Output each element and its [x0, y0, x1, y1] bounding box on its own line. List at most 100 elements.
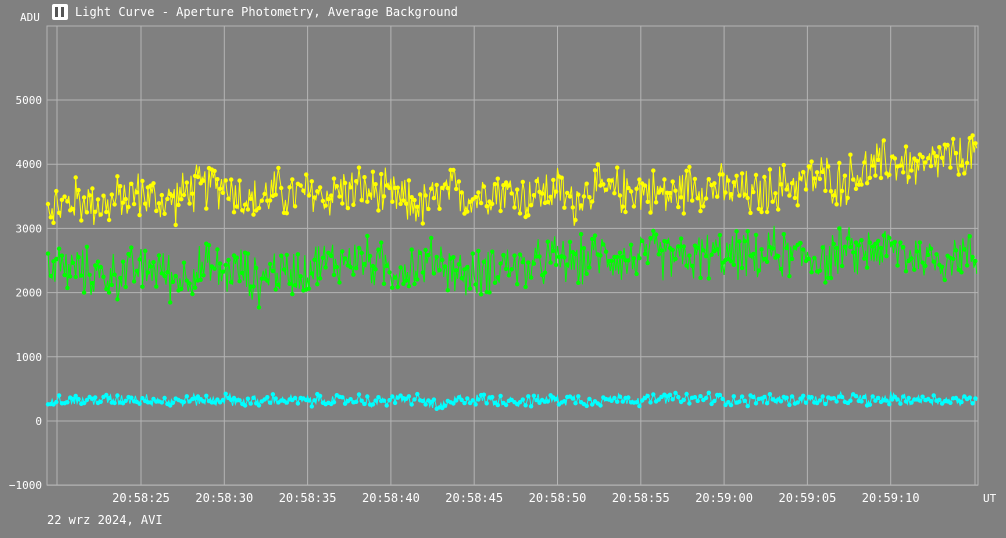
data-point	[642, 251, 648, 257]
data-point	[959, 399, 964, 405]
data-point	[609, 178, 614, 183]
data-point	[503, 266, 509, 272]
data-point	[309, 179, 314, 184]
data-point	[623, 209, 628, 215]
data-point	[148, 400, 153, 405]
data-point	[898, 401, 903, 406]
data-point	[590, 199, 595, 204]
data-point	[367, 253, 373, 259]
data-point	[423, 402, 428, 407]
data-point	[251, 212, 256, 217]
data-point	[820, 169, 825, 175]
data-point	[709, 252, 714, 257]
data-point	[509, 267, 514, 272]
data-point	[381, 281, 387, 286]
data-point	[351, 202, 356, 207]
data-point	[484, 401, 489, 406]
data-point	[392, 400, 398, 406]
light-curve-app-icon[interactable]	[52, 4, 68, 20]
data-point	[590, 236, 595, 242]
data-point	[434, 254, 439, 260]
data-point	[112, 202, 117, 207]
data-point	[753, 172, 759, 178]
data-point	[506, 273, 512, 278]
data-point	[242, 403, 248, 408]
data-point	[876, 395, 881, 401]
data-point	[212, 400, 217, 405]
data-point	[659, 248, 664, 253]
data-point	[245, 207, 251, 212]
data-point	[462, 400, 467, 406]
data-point	[192, 285, 198, 290]
data-point	[337, 194, 342, 199]
data-point	[789, 181, 795, 186]
data-point	[342, 401, 348, 406]
data-point	[631, 204, 637, 209]
data-point	[923, 263, 928, 269]
data-point	[667, 190, 673, 196]
data-point	[445, 185, 450, 191]
data-point	[223, 262, 228, 268]
data-point	[759, 247, 764, 252]
data-point	[781, 232, 786, 237]
data-point	[65, 285, 70, 291]
data-point	[901, 244, 906, 250]
data-point	[320, 198, 326, 204]
data-point	[323, 265, 328, 270]
data-point	[884, 398, 889, 403]
data-point	[939, 264, 945, 269]
data-point	[181, 399, 187, 405]
data-point	[184, 278, 189, 283]
data-point	[873, 173, 878, 178]
data-point	[739, 394, 745, 399]
data-point	[195, 394, 201, 399]
data-point	[354, 179, 359, 184]
data-point	[764, 209, 770, 215]
data-point	[115, 174, 120, 179]
data-point	[745, 229, 750, 234]
data-point	[748, 210, 753, 216]
data-point	[798, 396, 803, 401]
data-point	[534, 397, 539, 403]
data-point	[723, 402, 728, 408]
data-point	[245, 251, 251, 256]
data-point	[817, 398, 823, 403]
data-point	[576, 394, 581, 399]
data-point	[801, 169, 806, 175]
data-point	[470, 251, 475, 256]
data-point	[120, 200, 126, 205]
data-point	[673, 390, 678, 396]
data-point	[98, 212, 103, 217]
data-point	[301, 188, 306, 193]
data-point	[717, 392, 723, 398]
data-point	[628, 189, 634, 194]
data-point	[653, 200, 659, 205]
data-point	[901, 170, 906, 175]
data-point	[920, 394, 925, 399]
x-tick-label: 20:58:40	[362, 491, 420, 505]
data-point	[76, 255, 81, 260]
data-point	[734, 229, 739, 234]
data-point	[709, 401, 714, 407]
data-point	[662, 177, 667, 182]
data-point	[295, 401, 301, 406]
y-tick-label: 0	[35, 415, 42, 428]
data-point	[787, 402, 792, 408]
data-point	[173, 222, 178, 228]
data-point	[254, 265, 259, 271]
data-point	[231, 210, 237, 215]
data-point	[842, 173, 848, 178]
data-point	[812, 176, 817, 181]
data-point	[948, 165, 953, 170]
data-point	[376, 247, 381, 252]
data-point	[395, 284, 400, 290]
data-point	[240, 270, 245, 276]
data-point	[129, 245, 134, 250]
data-point	[834, 399, 839, 404]
data-point	[454, 268, 459, 273]
data-point	[395, 185, 400, 190]
data-point	[270, 392, 276, 397]
data-point	[165, 196, 170, 202]
data-point	[59, 197, 65, 202]
